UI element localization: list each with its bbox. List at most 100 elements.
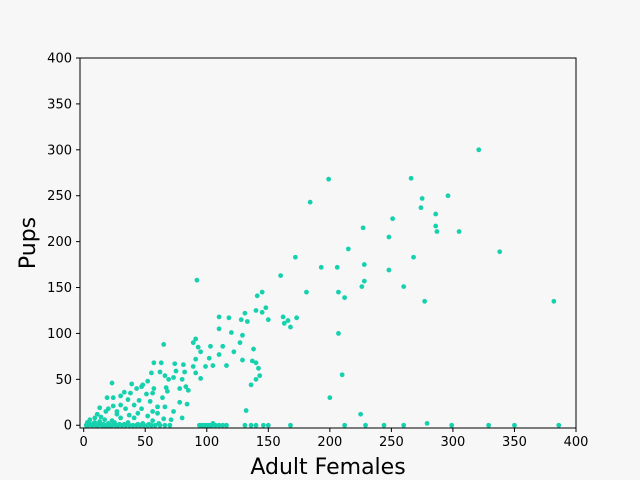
data-point xyxy=(198,349,204,355)
data-point xyxy=(433,223,439,229)
data-point xyxy=(118,402,124,408)
data-point xyxy=(401,284,407,290)
data-point xyxy=(220,343,226,349)
data-point xyxy=(253,308,259,313)
data-point xyxy=(361,262,367,267)
data-point xyxy=(182,369,188,375)
data-point xyxy=(263,305,269,311)
data-point xyxy=(150,390,156,396)
x-tick-label: 250 xyxy=(379,435,404,450)
data-point xyxy=(126,422,132,428)
plot-area xyxy=(80,58,576,428)
data-point xyxy=(163,385,169,390)
data-point xyxy=(326,176,332,182)
data-point xyxy=(128,390,133,396)
data-point xyxy=(253,376,259,382)
data-point xyxy=(150,409,156,414)
data-point xyxy=(345,246,351,252)
data-point xyxy=(216,422,222,428)
y-tick-label: 100 xyxy=(47,327,72,342)
data-point xyxy=(254,293,260,299)
data-point xyxy=(259,289,265,295)
data-point xyxy=(248,422,254,428)
data-point xyxy=(251,346,256,352)
data-point xyxy=(129,381,135,387)
data-point xyxy=(131,415,137,421)
data-point xyxy=(121,421,127,427)
data-point xyxy=(92,415,98,421)
data-point xyxy=(145,413,151,419)
data-point xyxy=(100,421,106,427)
data-point xyxy=(244,319,250,324)
data-point xyxy=(184,401,190,407)
data-point xyxy=(177,386,183,391)
data-point xyxy=(486,422,492,428)
data-point xyxy=(208,343,213,349)
data-point xyxy=(136,398,142,403)
data-point xyxy=(166,376,172,382)
x-tick-label: 50 xyxy=(137,435,154,450)
data-point xyxy=(105,421,111,426)
data-point xyxy=(226,315,232,321)
data-point xyxy=(114,411,120,417)
x-tick-label: 300 xyxy=(441,435,466,450)
data-point xyxy=(307,199,313,205)
data-point xyxy=(253,360,259,366)
data-point xyxy=(318,264,324,270)
data-point xyxy=(381,422,387,428)
data-point xyxy=(160,395,165,401)
data-point xyxy=(168,417,174,423)
data-point xyxy=(158,360,164,366)
data-point xyxy=(294,315,300,321)
data-point xyxy=(134,386,140,391)
data-point xyxy=(161,342,167,347)
data-point xyxy=(152,422,158,428)
data-point xyxy=(363,422,368,428)
data-point xyxy=(327,395,333,401)
x-tick-label: 400 xyxy=(564,435,589,450)
data-point xyxy=(103,409,109,414)
data-point xyxy=(110,403,116,409)
y-tick-label: 150 xyxy=(47,281,72,296)
y-tick-label: 400 xyxy=(47,52,72,67)
data-point xyxy=(512,422,517,428)
x-tick-label: 150 xyxy=(256,435,281,450)
data-point xyxy=(123,406,128,412)
data-point xyxy=(231,349,237,355)
data-point xyxy=(145,378,151,384)
data-point xyxy=(173,368,179,374)
data-point xyxy=(342,295,348,301)
data-point xyxy=(104,395,110,401)
data-point xyxy=(110,395,116,401)
data-point xyxy=(288,422,293,428)
data-point xyxy=(198,376,204,381)
data-point xyxy=(118,393,124,399)
data-point xyxy=(386,267,392,273)
data-point xyxy=(456,229,462,234)
data-point xyxy=(212,422,218,428)
data-point xyxy=(162,422,168,428)
data-point xyxy=(278,273,284,278)
data-point xyxy=(361,278,367,284)
data-point xyxy=(280,314,286,320)
data-point xyxy=(141,422,147,428)
data-point xyxy=(210,363,216,368)
axes-frame xyxy=(79,57,577,429)
y-axis-ticks: 0 50 100 150 200 250 300 350 400 xyxy=(47,52,80,434)
data-points xyxy=(83,147,562,428)
data-point xyxy=(253,422,259,428)
data-point xyxy=(190,364,196,369)
data-point xyxy=(162,404,168,410)
data-point xyxy=(180,362,186,368)
data-point xyxy=(408,175,414,181)
x-tick-label: 350 xyxy=(502,435,527,450)
data-point xyxy=(358,411,364,417)
data-point xyxy=(556,422,562,428)
data-point xyxy=(336,331,341,336)
data-point xyxy=(194,277,200,283)
data-point xyxy=(148,370,154,376)
data-point xyxy=(151,386,157,391)
data-point xyxy=(445,193,451,199)
data-point xyxy=(131,402,137,408)
